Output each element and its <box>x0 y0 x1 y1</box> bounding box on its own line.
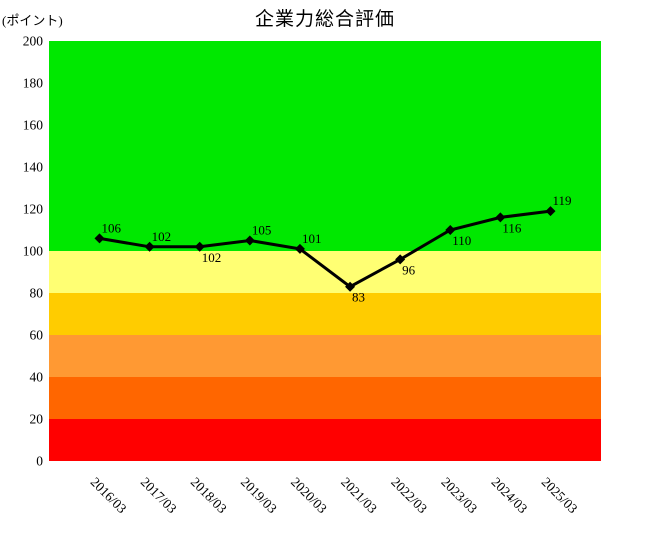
data-point-marker <box>395 254 406 265</box>
rating-band <box>49 377 601 419</box>
y-tick-label: 40 <box>30 370 44 385</box>
data-point-marker <box>194 241 205 252</box>
y-tick-label: 200 <box>23 34 44 49</box>
value-label: 119 <box>553 193 572 208</box>
data-point-marker <box>495 212 506 223</box>
y-tick-label: 60 <box>30 328 44 343</box>
data-point-marker <box>294 243 305 254</box>
y-tick-label: 80 <box>30 286 44 301</box>
value-label: 83 <box>352 290 365 305</box>
data-point-marker <box>345 281 356 292</box>
value-label: 116 <box>502 220 522 235</box>
y-tick-label: 120 <box>23 202 44 217</box>
value-label: 96 <box>402 262 416 277</box>
x-tick-label: 2024/03 <box>488 474 530 516</box>
y-tick-label: 100 <box>23 244 44 259</box>
value-label: 110 <box>452 233 471 248</box>
rating-band <box>49 335 601 377</box>
series-line <box>98 209 552 289</box>
value-label: 102 <box>202 250 222 265</box>
y-axis-unit-label: (ポイント) <box>2 13 63 28</box>
x-tick-label: 2022/03 <box>388 474 430 516</box>
x-tick-label: 2018/03 <box>188 474 230 516</box>
data-point-marker <box>445 225 456 235</box>
data-point-marker <box>545 206 556 217</box>
rating-band <box>49 419 601 461</box>
x-tick-label: 2016/03 <box>88 474 130 516</box>
x-tick-label: 2021/03 <box>338 474 380 516</box>
value-label: 102 <box>152 229 172 244</box>
x-tick-label: 2023/03 <box>438 474 480 516</box>
y-tick-label: 0 <box>36 454 43 469</box>
y-tick-label: 20 <box>30 412 44 427</box>
y-tick-label: 180 <box>23 76 44 91</box>
value-label: 101 <box>302 231 322 246</box>
x-tick-label: 2025/03 <box>539 474 581 516</box>
x-tick-label: 2019/03 <box>238 474 280 516</box>
rating-band <box>49 293 601 335</box>
x-tick-label: 2017/03 <box>138 474 180 516</box>
x-tick-label: 2020/03 <box>288 474 330 516</box>
value-label: 106 <box>102 220 122 235</box>
y-tick-label: 160 <box>23 118 44 133</box>
data-point-marker <box>244 235 255 246</box>
rating-band <box>49 251 601 293</box>
value-label: 105 <box>252 223 271 238</box>
data-point-marker <box>144 241 155 252</box>
y-tick-label: 140 <box>23 160 44 175</box>
chart-title: 企業力総合評価 <box>254 9 395 30</box>
data-point-marker <box>94 233 105 244</box>
